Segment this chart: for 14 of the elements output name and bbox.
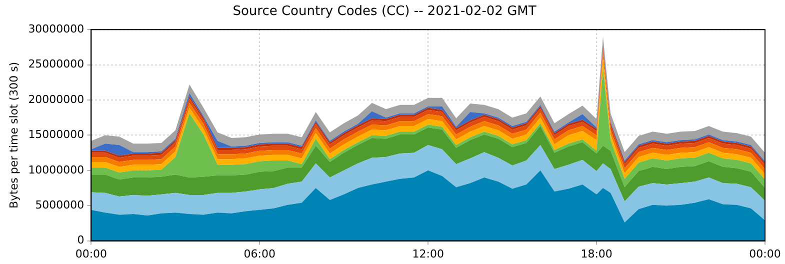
y-axis-title: Bytes per time slot (300 s) bbox=[7, 62, 20, 209]
chart-title: Source Country Codes (CC) -- 2021-02-02 GMT bbox=[232, 4, 536, 20]
y-tick-label: 30000000 bbox=[28, 22, 84, 36]
y-tick-label: 20000000 bbox=[28, 92, 84, 106]
y-tick-label: 5000000 bbox=[35, 198, 84, 212]
x-tick-label: 18:00 bbox=[580, 247, 612, 260]
y-tick-label: 0 bbox=[77, 234, 84, 247]
x-tick-label: 00:00 bbox=[749, 247, 781, 260]
x-tick-label: 12:00 bbox=[412, 247, 444, 260]
y-tick-label: 25000000 bbox=[28, 58, 84, 71]
x-tick-label: 00:00 bbox=[75, 247, 108, 260]
y-tick-label: 10000000 bbox=[28, 163, 84, 176]
y-tick-label: 15000000 bbox=[28, 128, 84, 142]
x-tick-label: 06:00 bbox=[244, 247, 276, 260]
